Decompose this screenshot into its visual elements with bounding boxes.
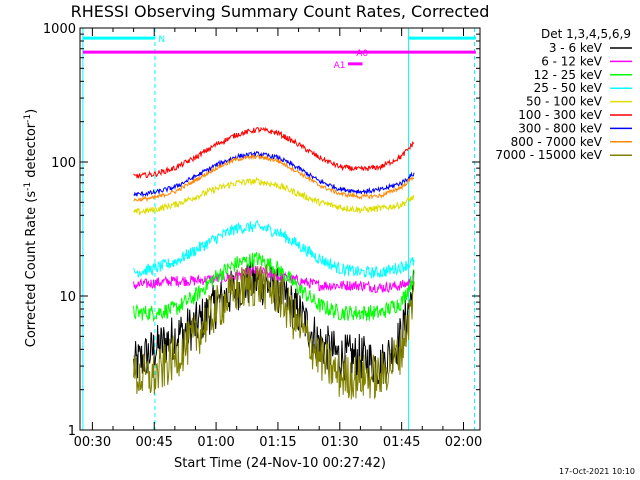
legend-label-4: 50 - 100 keV [526, 95, 603, 109]
y-tick-label-1: 10 [59, 290, 76, 305]
legend-label-5: 100 - 300 keV [518, 108, 602, 122]
x-tick-label-1: 00:45 [135, 435, 172, 450]
x-tick-label-2: 01:00 [197, 435, 234, 450]
series-line-6 [133, 150, 415, 198]
series-line-7 [133, 153, 415, 203]
flag-label-3: A1 [334, 61, 346, 71]
legend-label-6: 300 - 800 keV [518, 121, 602, 135]
series-line-4 [133, 176, 415, 216]
y-tick-label-3: 1000 [43, 22, 76, 37]
series-line-3 [133, 219, 415, 279]
flag-label-0: N [158, 35, 165, 45]
legend-label-1: 6 - 12 keV [541, 54, 603, 68]
legend-title: Det 1,3,4,5,6,9 [541, 27, 631, 41]
y-tick-label-0: 1 [68, 424, 76, 439]
x-axis-label: Start Time (24-Nov-10 00:27:42) [174, 456, 386, 471]
legend-label-3: 25 - 50 keV [534, 81, 603, 95]
plot-area: N A0 A1 1 10 100 1000 00:30 00:45 01:00 01:15 01:30… [43, 22, 482, 450]
y-tick-label-2: 100 [51, 156, 76, 171]
chart-title: RHESSI Observing Summary Count Rates, Co… [71, 2, 490, 21]
series-line-5 [133, 126, 415, 179]
series-line-1 [133, 265, 415, 293]
legend-label-0: 3 - 6 keV [549, 41, 603, 55]
x-tick-label-4: 01:30 [321, 435, 358, 450]
series-line-8 [133, 264, 415, 400]
y-axis-label: Corrected Count Rate (s-1 detector-1) [23, 109, 39, 347]
legend-label-2: 12 - 25 keV [534, 68, 603, 82]
x-tick-label-0: 00:30 [74, 435, 111, 450]
flag-label-2: A0 [356, 49, 368, 59]
axes-frame [79, 27, 481, 431]
x-tick-label-3: 01:15 [259, 435, 296, 450]
footer-date: 17-Oct-2021 10:10 [559, 467, 635, 476]
x-tick-label-5: 01:45 [383, 435, 420, 450]
legend-label-7: 800 - 7000 keV [511, 135, 603, 149]
x-tick-label-6: 02:00 [445, 435, 482, 450]
series-line-2 [133, 251, 415, 323]
legend-label-8: 7000 - 15000 keV [495, 148, 602, 162]
